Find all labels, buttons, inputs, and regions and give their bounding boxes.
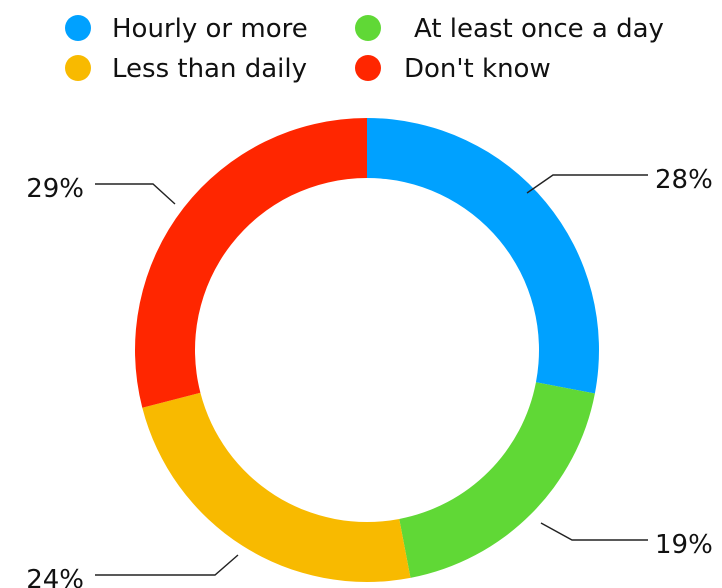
- legend-less-than-daily-swatch: [65, 55, 91, 81]
- legend-hourly-or-more-item: Hourly or more: [65, 14, 308, 44]
- value-label-hourly-or-more: 28%: [655, 165, 713, 195]
- value-label-don-t-know: 29%: [26, 174, 84, 204]
- value-label-at-least-once-a-day: 19%: [655, 530, 713, 560]
- legend-at-least-once-a-day-swatch: [355, 15, 381, 41]
- legend-less-than-daily-item: Less than daily: [65, 54, 307, 84]
- value-label-less-than-daily: 24%: [26, 565, 84, 588]
- slice-hourly-or-more: [367, 118, 599, 394]
- value-label-hourly-or-more-leader-line: [526, 174, 648, 194]
- legend-less-than-daily-label: Less than daily: [112, 54, 307, 84]
- legend-hourly-or-more-swatch: [65, 15, 91, 41]
- slice-don-t-know: [135, 118, 367, 408]
- legend-hourly-or-more-label: Hourly or more: [112, 14, 308, 44]
- legend-don-t-know-label: Don't know: [404, 54, 551, 84]
- slice-at-least-once-a-day: [399, 382, 595, 578]
- slice-less-than-daily: [142, 392, 411, 582]
- value-label-less-than-daily-leader-line: [95, 554, 239, 576]
- legend-at-least-once-a-day-label: At least once a day: [414, 14, 664, 44]
- value-label-at-least-once-a-day-leader-line: [540, 522, 648, 541]
- value-label-don-t-know-leader-line: [95, 183, 176, 205]
- chart-slices: [135, 118, 599, 582]
- legend-don-t-know-swatch: [355, 55, 381, 81]
- legend-don-t-know-item: Don't know: [355, 54, 551, 84]
- chart-legend: Hourly or more At least once a day Less th…: [65, 14, 664, 84]
- legend-at-least-once-a-day-item: At least once a day: [355, 14, 664, 44]
- chart-value-labels: 28% 19% 24% 29%: [26, 165, 713, 588]
